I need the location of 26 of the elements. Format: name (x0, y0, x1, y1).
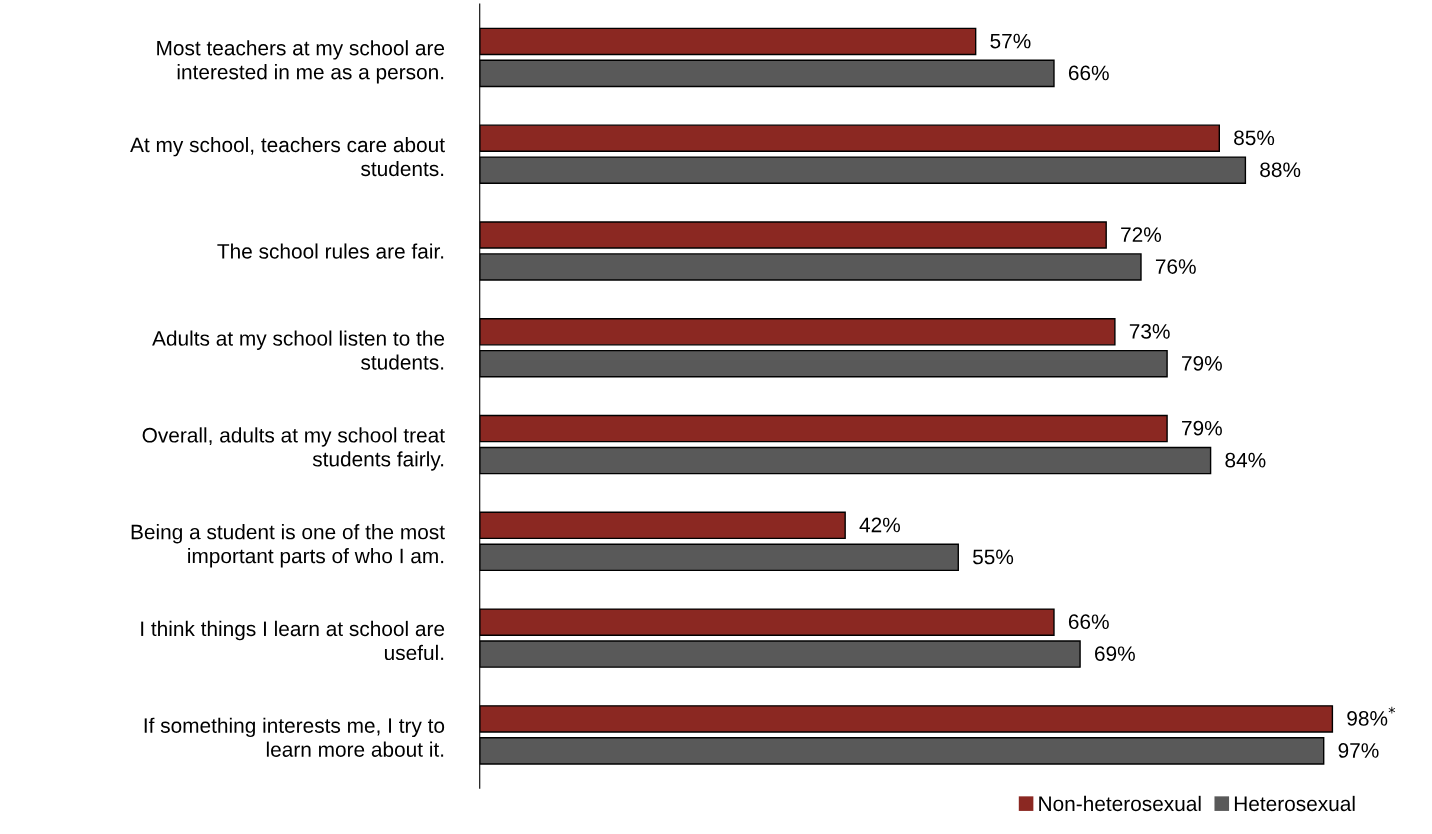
data-label: 73% (1129, 324, 1170, 339)
data-label: 55% (972, 549, 1014, 565)
y-tick-label: Being a student is one of the most important parts of who I am. (131, 524, 445, 568)
data-label: 76% (1155, 259, 1196, 274)
data-label: 66% (1068, 65, 1109, 81)
y-tick-label: At my school, teachers care about students. (130, 136, 445, 177)
y-tick-label: If something interests me, I try to learn more about it. (144, 717, 445, 757)
legend-label: Heterosexual (1234, 795, 1355, 812)
data-label: 84% (1225, 452, 1266, 468)
data-label: 57% (990, 33, 1031, 49)
data-label: 66% (1068, 614, 1109, 630)
data-label: 72% (1121, 227, 1162, 242)
data-label: 79% (1182, 355, 1222, 371)
data-label: 97% (1338, 743, 1379, 758)
y-tick-label: I think things I learn at school are useful. (141, 620, 445, 661)
data-label: 85% (1234, 130, 1275, 146)
y-tick-label: Most teachers at my school are interested in me as a person. (157, 40, 445, 84)
data-label: 79% (1182, 420, 1222, 436)
legend-label: Non-heterosexual (1039, 795, 1201, 812)
y-tick-label: The school rules are fair. (217, 243, 444, 259)
y-tick-label: Adults at my school listen to the students. (152, 330, 445, 370)
data-label: 42% (859, 517, 900, 533)
y-tick-label: Overall, adults at my school treat students fairly. (142, 427, 445, 471)
data-label: 69% (1095, 646, 1135, 662)
data-label: 88% (1260, 162, 1301, 178)
data-label: 98%$^{*}$ (1347, 706, 1396, 726)
